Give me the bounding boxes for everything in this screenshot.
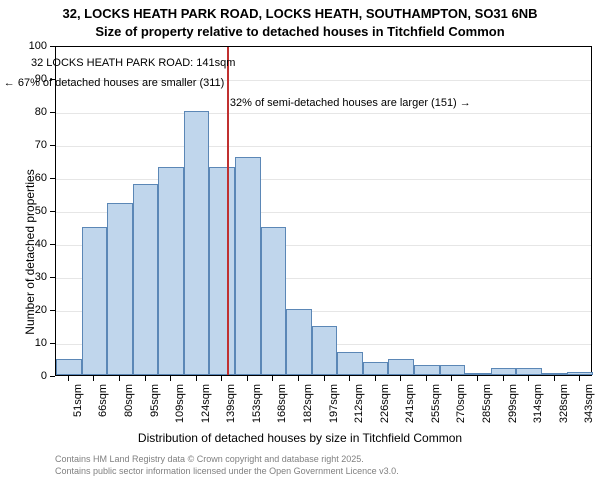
gridline [56,179,591,180]
y-tick-label: 80 [17,106,47,118]
x-tick-label: 109sqm [174,384,186,434]
histogram-bar [286,309,312,375]
y-tick [50,376,55,377]
histogram-bar [133,184,159,375]
x-tick [93,376,94,381]
y-tick [50,277,55,278]
x-tick [272,376,273,381]
x-tick [196,376,197,381]
x-tick-label: 241sqm [404,384,416,434]
histogram-bar [542,373,568,375]
x-tick-label: 168sqm [276,384,288,434]
x-tick-label: 299sqm [507,384,519,434]
y-tick-label: 10 [17,337,47,349]
y-tick-label: 30 [17,271,47,283]
y-tick [50,112,55,113]
x-tick [145,376,146,381]
x-tick-label: 328sqm [558,384,570,434]
y-tick [50,46,55,47]
histogram-bar [261,227,287,376]
histogram-bar [337,352,363,375]
histogram-bar [82,227,108,376]
y-tick-label: 60 [17,172,47,184]
histogram-bar [414,365,440,375]
histogram-bar [388,359,414,376]
x-tick [68,376,69,381]
x-tick-label: 255sqm [430,384,442,434]
y-tick [50,79,55,80]
histogram-bar [567,372,593,375]
y-tick-label: 20 [17,304,47,316]
y-tick [50,145,55,146]
property-size-chart: 32, LOCKS HEATH PARK ROAD, LOCKS HEATH, … [0,0,600,500]
x-tick-label: 66sqm [97,384,109,434]
chart-title-line1: 32, LOCKS HEATH PARK ROAD, LOCKS HEATH, … [0,6,600,21]
histogram-bar [209,167,235,375]
y-tick [50,211,55,212]
x-tick [477,376,478,381]
histogram-bar [440,365,466,375]
x-tick [119,376,120,381]
x-tick [170,376,171,381]
x-tick-label: 153sqm [251,384,263,434]
x-tick-label: 80sqm [123,384,135,434]
y-tick-label: 100 [17,40,47,52]
histogram-bar [107,203,133,375]
x-tick-label: 95sqm [149,384,161,434]
x-tick [375,376,376,381]
x-tick-label: 212sqm [353,384,365,434]
x-tick [400,376,401,381]
y-tick-label: 50 [17,205,47,217]
plot-area: 32 LOCKS HEATH PARK ROAD: 141sqm← 67% of… [55,46,592,376]
histogram-bar [158,167,184,375]
x-tick-label: 343sqm [583,384,595,434]
x-tick-label: 139sqm [225,384,237,434]
histogram-bar [56,359,82,376]
gridline [56,113,591,114]
histogram-bar [516,368,542,375]
x-tick-label: 197sqm [328,384,340,434]
chart-title-line2: Size of property relative to detached ho… [0,24,600,39]
histogram-bar [363,362,389,375]
attribution-line2: Contains public sector information licen… [55,466,399,476]
x-tick [324,376,325,381]
x-tick [247,376,248,381]
x-tick-label: 226sqm [379,384,391,434]
attribution-line1: Contains HM Land Registry data © Crown c… [55,454,364,464]
x-tick [554,376,555,381]
x-tick [528,376,529,381]
x-tick [579,376,580,381]
x-tick-label: 270sqm [455,384,467,434]
y-tick-label: 70 [17,139,47,151]
histogram-bar [491,368,517,375]
histogram-bar [184,111,210,375]
y-tick [50,244,55,245]
x-tick-label: 51sqm [72,384,84,434]
y-tick-label: 90 [17,73,47,85]
x-tick [503,376,504,381]
histogram-bar [312,326,338,376]
x-tick [451,376,452,381]
y-tick [50,310,55,311]
histogram-bar [465,373,491,375]
x-tick-label: 314sqm [532,384,544,434]
x-tick [426,376,427,381]
histogram-bar [235,157,261,375]
x-tick [298,376,299,381]
x-tick [349,376,350,381]
x-tick-label: 124sqm [200,384,212,434]
y-tick [50,178,55,179]
chart-annotation: 32% of semi-detached houses are larger (… [230,97,471,109]
y-tick [50,343,55,344]
x-tick-label: 285sqm [481,384,493,434]
x-tick-label: 182sqm [302,384,314,434]
gridline [56,146,591,147]
y-tick-label: 40 [17,238,47,250]
chart-annotation: 32 LOCKS HEATH PARK ROAD: 141sqm [31,57,235,69]
x-tick [221,376,222,381]
y-tick-label: 0 [17,370,47,382]
